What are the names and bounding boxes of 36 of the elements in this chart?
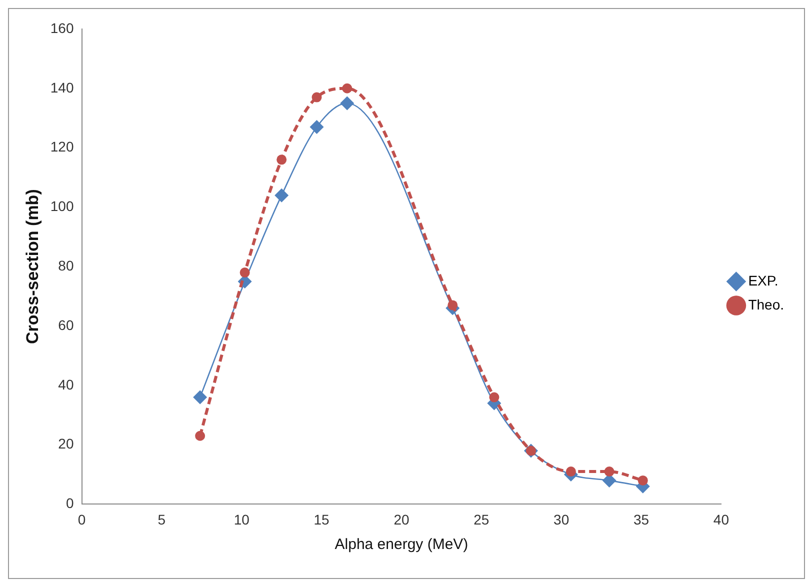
point [448,300,458,310]
point [312,92,322,102]
y-tick-label: 40 [58,376,74,392]
y-tick-label: 160 [50,20,74,36]
point [195,430,206,441]
point [566,466,576,477]
point [276,154,287,165]
x-tick-label: 10 [234,511,250,528]
point [193,390,208,404]
y-tick-label: 140 [50,79,74,96]
y-tick-label: 0 [66,495,74,512]
point [240,268,250,278]
y-tick-label: 60 [58,316,74,333]
point [638,475,648,486]
x-tick-label: 20 [394,511,410,528]
x-tick-label: 35 [633,511,650,528]
x-tick-label: 40 [713,511,730,528]
legend-label: EXP. [748,272,778,288]
x-tick-label: 0 [78,511,86,528]
x-tick-label: 30 [554,511,570,528]
x-axis-title: Alpha energy (MeV) [334,536,468,554]
point [342,83,352,94]
x-tick-label: 15 [314,511,330,528]
point [340,96,354,110]
point [604,466,614,477]
y-tick-label: 120 [50,138,74,155]
point [489,392,500,402]
y-axis-title: Cross-section (mb) [22,189,42,344]
x-tick-label: 5 [158,511,166,528]
x-tick-label: 25 [474,511,490,528]
y-tick-label: 20 [58,436,74,452]
y-tick-label: 80 [58,257,74,274]
point [274,188,289,202]
point [310,120,324,134]
y-tick-label: 100 [50,198,74,214]
legend-label: Theo. [748,296,784,312]
